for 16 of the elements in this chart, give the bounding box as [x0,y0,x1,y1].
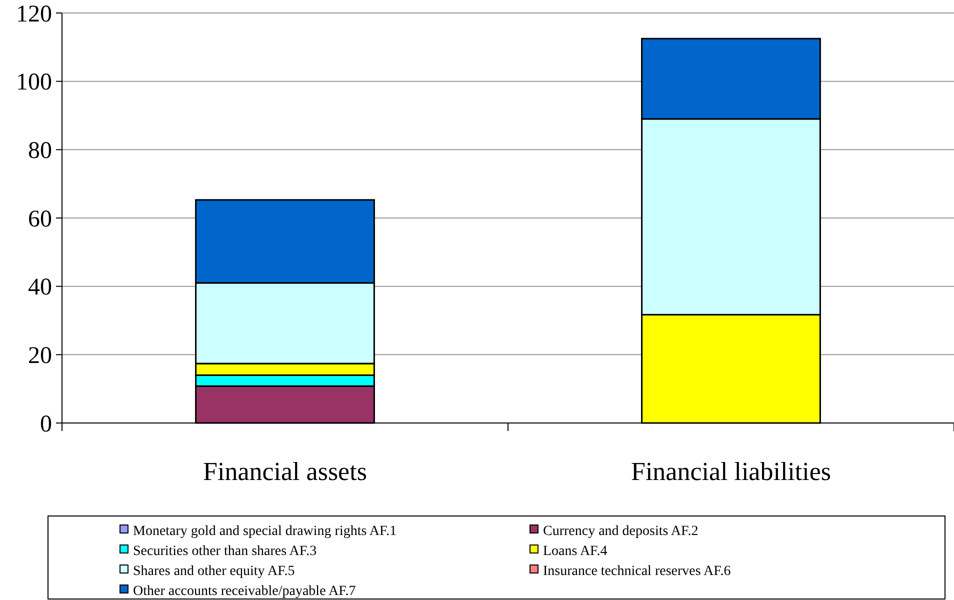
y-tick-label: 100 [16,70,52,96]
legend-label: Securities other than shares AF.3 [133,544,317,559]
y-tick-label: 20 [28,343,52,370]
legend-label: Other accounts receivable/payable AF.7 [133,584,356,599]
x-tick-label: Financial assets [203,457,367,486]
x-tick-label: Financial liabilities [630,457,832,486]
y-tick-label: 60 [28,206,52,232]
legend-label: Monetary gold and special drawing rights AF.1 [133,524,397,539]
legend-label: Loans AF.4 [543,544,608,559]
legend-label: Insurance technical reserves AF.6 [543,564,731,579]
legend-label: Shares and other equity AF.5 [133,564,295,579]
y-tick-label: 80 [28,138,52,164]
y-tick-label: 40 [28,274,52,301]
y-tick-label: 0 [40,411,52,438]
y-tick-label: 120 [16,1,52,28]
legend-label: Currency and deposits AF.2 [543,524,698,539]
